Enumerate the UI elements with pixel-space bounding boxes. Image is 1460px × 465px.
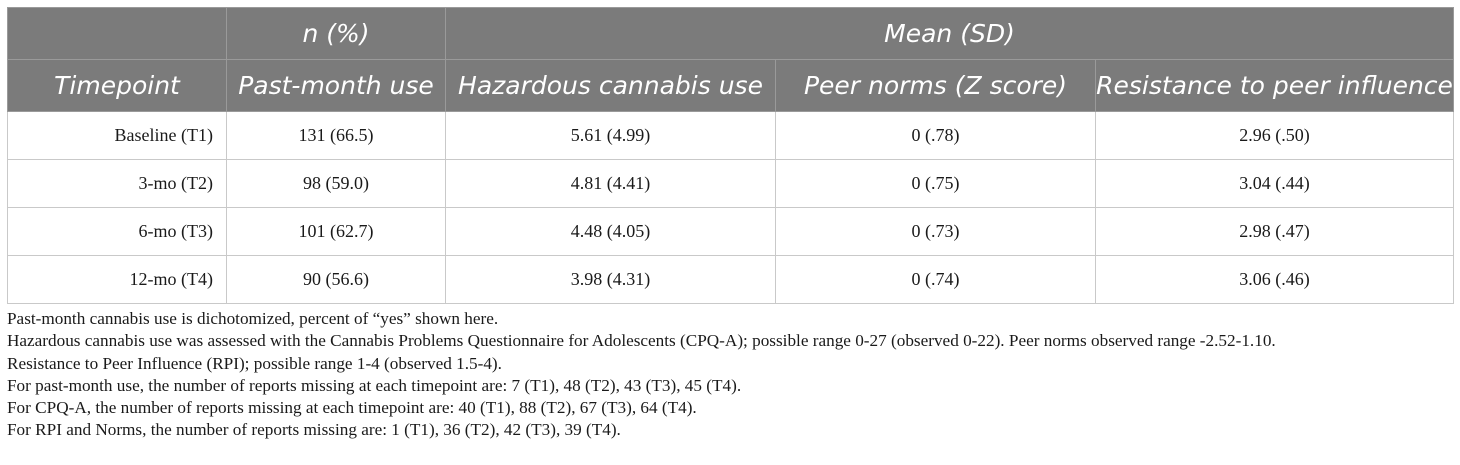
- column-header-past-month-use: Past-month use: [226, 59, 446, 112]
- table-footnotes: Past-month cannabis use is dichotomized,…: [7, 308, 1457, 442]
- group-header-blank: [7, 7, 227, 60]
- table-row: 3-mo (T2) 98 (59.0) 4.81 (4.41) 0 (.75) …: [7, 159, 1455, 208]
- hazardous-use-cell: 4.81 (4.41): [445, 159, 776, 208]
- peer-norms-cell: 0 (.73): [775, 207, 1096, 256]
- peer-norms-cell: 0 (.78): [775, 111, 1096, 160]
- past-month-use-cell: 131 (66.5): [226, 111, 446, 160]
- group-header-row: n (%) Mean (SD): [7, 7, 1455, 60]
- table-row: Baseline (T1) 131 (66.5) 5.61 (4.99) 0 (…: [7, 111, 1455, 160]
- resistance-cell: 2.98 (.47): [1094, 207, 1455, 256]
- column-header-hazardous-use: Hazardous cannabis use: [445, 59, 776, 112]
- footnote: Hazardous cannabis use was assessed with…: [7, 331, 1276, 351]
- footnote: For RPI and Norms, the number of reports…: [7, 420, 621, 440]
- past-month-use-cell: 90 (56.6): [226, 255, 446, 304]
- resistance-cell: 3.04 (.44): [1094, 159, 1455, 208]
- column-header-row: Timepoint Past-month use Hazardous canna…: [7, 59, 1455, 112]
- resistance-cell: 3.06 (.46): [1094, 255, 1455, 304]
- resistance-cell: 2.96 (.50): [1094, 111, 1455, 160]
- column-header-resistance: Resistance to peer influence: [1094, 59, 1455, 112]
- hazardous-use-cell: 3.98 (4.31): [445, 255, 776, 304]
- column-header-peer-norms: Peer norms (Z score): [775, 59, 1096, 112]
- footnote: For CPQ-A, the number of reports missing…: [7, 398, 697, 418]
- column-header-timepoint: Timepoint: [7, 59, 227, 112]
- past-month-use-cell: 101 (62.7): [226, 207, 446, 256]
- peer-norms-cell: 0 (.75): [775, 159, 1096, 208]
- timepoint-cell: 6-mo (T3): [7, 207, 227, 256]
- table-row: 12-mo (T4) 90 (56.6) 3.98 (4.31) 0 (.74)…: [7, 255, 1455, 304]
- past-month-use-cell: 98 (59.0): [226, 159, 446, 208]
- peer-norms-cell: 0 (.74): [775, 255, 1096, 304]
- data-table: n (%) Mean (SD) Timepoint Past-month use…: [7, 7, 1455, 304]
- footnote: For past-month use, the number of report…: [7, 375, 742, 395]
- group-header-mean: Mean (SD): [444, 7, 1455, 60]
- table-row: 6-mo (T3) 101 (62.7) 4.48 (4.05) 0 (.73)…: [7, 207, 1455, 256]
- timepoint-cell: Baseline (T1): [7, 111, 227, 160]
- footnote: Resistance to Peer Influence (RPI); poss…: [7, 353, 502, 373]
- timepoint-cell: 12-mo (T4): [7, 255, 227, 304]
- group-header-count: n (%): [226, 7, 446, 60]
- timepoint-cell: 3-mo (T2): [7, 159, 227, 208]
- footnote: Past-month cannabis use is dichotomized,…: [7, 309, 499, 328]
- hazardous-use-cell: 4.48 (4.05): [445, 207, 776, 256]
- hazardous-use-cell: 5.61 (4.99): [445, 111, 776, 160]
